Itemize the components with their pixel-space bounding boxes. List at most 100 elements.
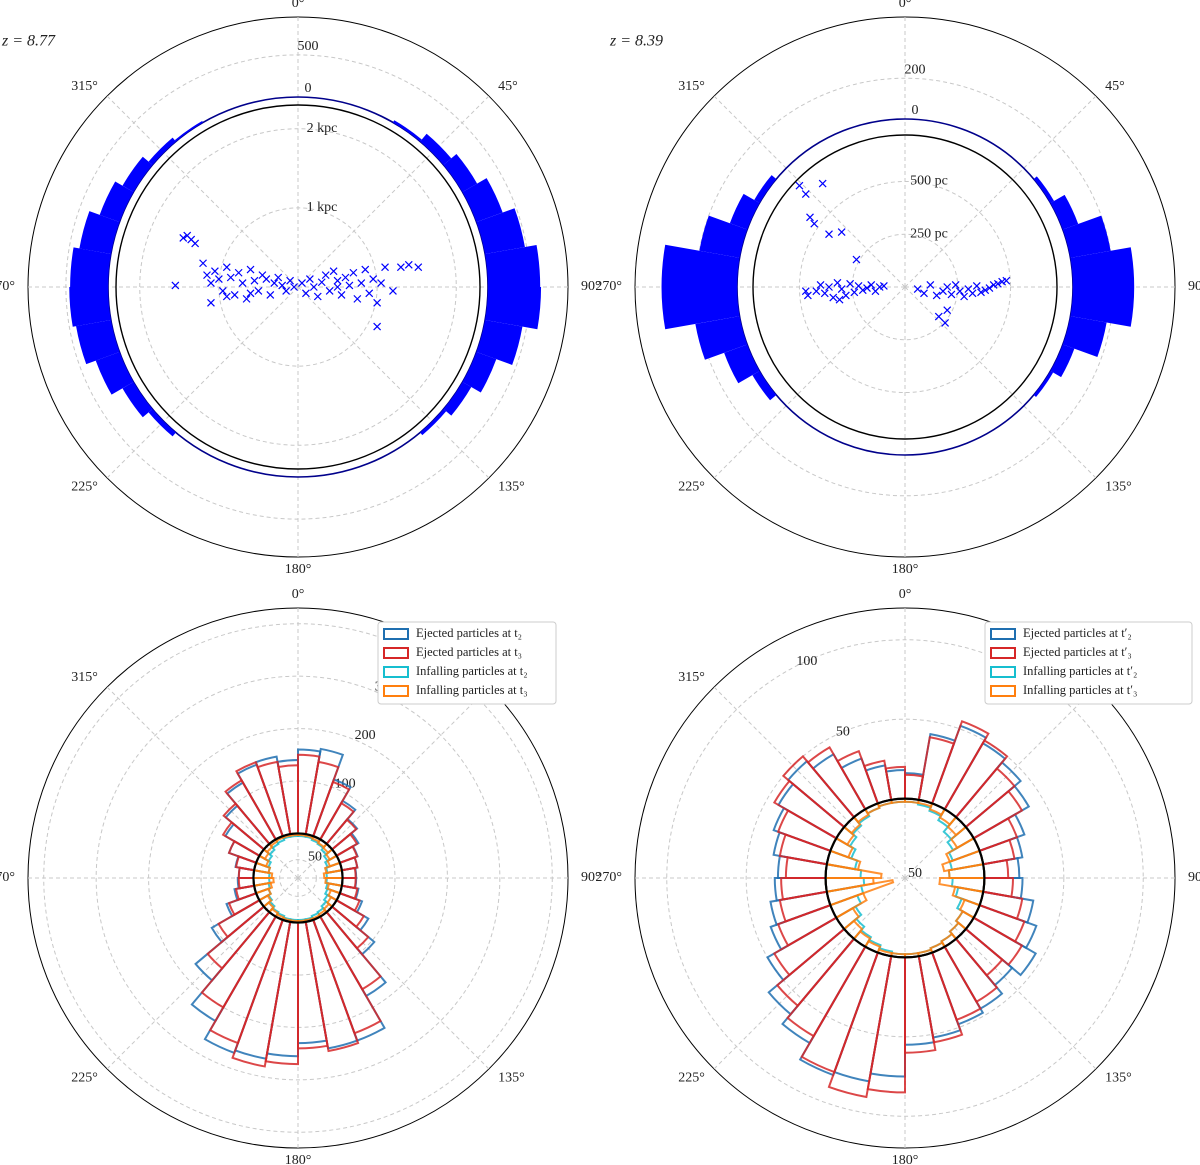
legend-swatch (383, 628, 409, 640)
bar (225, 781, 278, 846)
scatter-point (1002, 276, 1011, 285)
bar (943, 741, 1007, 819)
grid-spoke (106, 95, 299, 288)
grid-circle (798, 180, 1012, 394)
bar (304, 760, 340, 838)
theta-tick-label: 90° (581, 870, 601, 885)
hist-tick-label: 500 (298, 39, 319, 54)
scatter-point (960, 292, 969, 301)
scatter-point (837, 285, 846, 294)
hist-bar (476, 208, 525, 255)
bar (798, 945, 880, 1077)
theta-tick-label: 90° (1188, 279, 1200, 294)
theta-tick-label: 45° (498, 79, 518, 94)
theta-tick-label: 0° (292, 0, 305, 11)
legend-swatch (383, 666, 409, 678)
hist-bar (443, 382, 472, 416)
theta-tick-label: 180° (285, 1153, 312, 1165)
scatter-point (171, 281, 180, 290)
hist-bar (95, 351, 134, 395)
scatter-point (977, 288, 985, 297)
scatter-point (250, 276, 259, 285)
bar (833, 951, 893, 1083)
bar (318, 801, 356, 846)
theta-tick-label: 225° (678, 1070, 705, 1085)
scatter-point (801, 190, 810, 199)
theta-tick-label: 180° (892, 562, 919, 577)
bar (277, 764, 299, 836)
bar (947, 863, 986, 879)
grid-circle (43, 623, 553, 1133)
scatter-point (282, 287, 291, 295)
scatter-point (801, 287, 810, 296)
scatter-point (278, 281, 287, 290)
panel: 0°45°90°135°180°225°270°315°5050100Eject… (595, 587, 1200, 1165)
scatter-point (191, 239, 200, 248)
bar (318, 910, 382, 991)
scatter-point (361, 265, 370, 274)
r-tick-label: 1 kpc (307, 200, 338, 215)
theta-tick-label: 315° (71, 670, 98, 685)
scatter-point (806, 213, 814, 222)
scatter-point (345, 281, 354, 290)
theta-tick-label: 45° (1105, 79, 1125, 94)
scatter-point (820, 289, 829, 298)
bar (776, 903, 838, 947)
scatter-point (230, 290, 239, 299)
legend-label: Infalling particles at t′₃ (1023, 683, 1137, 697)
scatter-point (341, 273, 350, 282)
scatter-point (369, 275, 378, 284)
bar (210, 898, 266, 944)
grid-spoke (713, 877, 906, 1070)
hist-bar (462, 351, 497, 393)
bar (866, 955, 906, 1094)
bar (340, 866, 357, 879)
scatter-point (920, 289, 928, 298)
scatter-point (313, 292, 322, 301)
scatter-point (270, 279, 279, 287)
scatter-point (850, 288, 859, 297)
scatter-point (825, 230, 833, 239)
grid-spoke (297, 286, 490, 479)
scatter-point (913, 285, 922, 294)
hist-bar (1070, 247, 1135, 287)
theta-tick-label: 90° (581, 279, 601, 294)
theta-tick-label: 180° (892, 1153, 919, 1165)
bar (972, 813, 1026, 853)
annotation: z = 8.77 (1, 33, 56, 50)
hist-bar (174, 120, 203, 142)
grid-spoke (904, 286, 1097, 479)
scatter-point (803, 291, 812, 300)
bar (972, 903, 1026, 943)
scatter-point (262, 275, 271, 284)
grid-circle (666, 639, 1144, 1117)
hist-bar (1033, 176, 1055, 203)
grid-spoke (904, 686, 1097, 879)
hist-bar (393, 120, 422, 142)
panel: 0° 45° 90° 135° 180° 225° 270° 315° 1 kpc 2 kpc 0 5… (0, 0, 601, 577)
scatter-point (301, 289, 310, 298)
hist-bar (462, 178, 503, 223)
scatter-point (298, 279, 306, 287)
grid-spoke (297, 686, 490, 879)
hist-bar (699, 215, 748, 258)
grid-spoke (904, 877, 1097, 1070)
scatter-point (226, 273, 235, 282)
bar (824, 877, 875, 893)
hist-bar (79, 211, 120, 255)
scatter-point (404, 260, 413, 269)
hist-bar (443, 154, 478, 192)
scatter-point (825, 283, 833, 291)
theta-tick-label: 90° (1188, 870, 1200, 885)
bar (904, 955, 936, 1046)
bar (776, 809, 838, 853)
r-tick-label: 50 (836, 725, 850, 740)
zero-circle (252, 832, 344, 924)
scatter-point (333, 283, 342, 291)
r-tick-label: 200 (355, 728, 376, 743)
hist-bar (1062, 316, 1107, 358)
hist-bar (485, 287, 542, 330)
theta-tick-label: 135° (498, 479, 525, 494)
theta-tick-label: 135° (498, 1070, 525, 1085)
panel: 0°45°90°135°180°225°270°315°501002003004… (0, 587, 601, 1165)
